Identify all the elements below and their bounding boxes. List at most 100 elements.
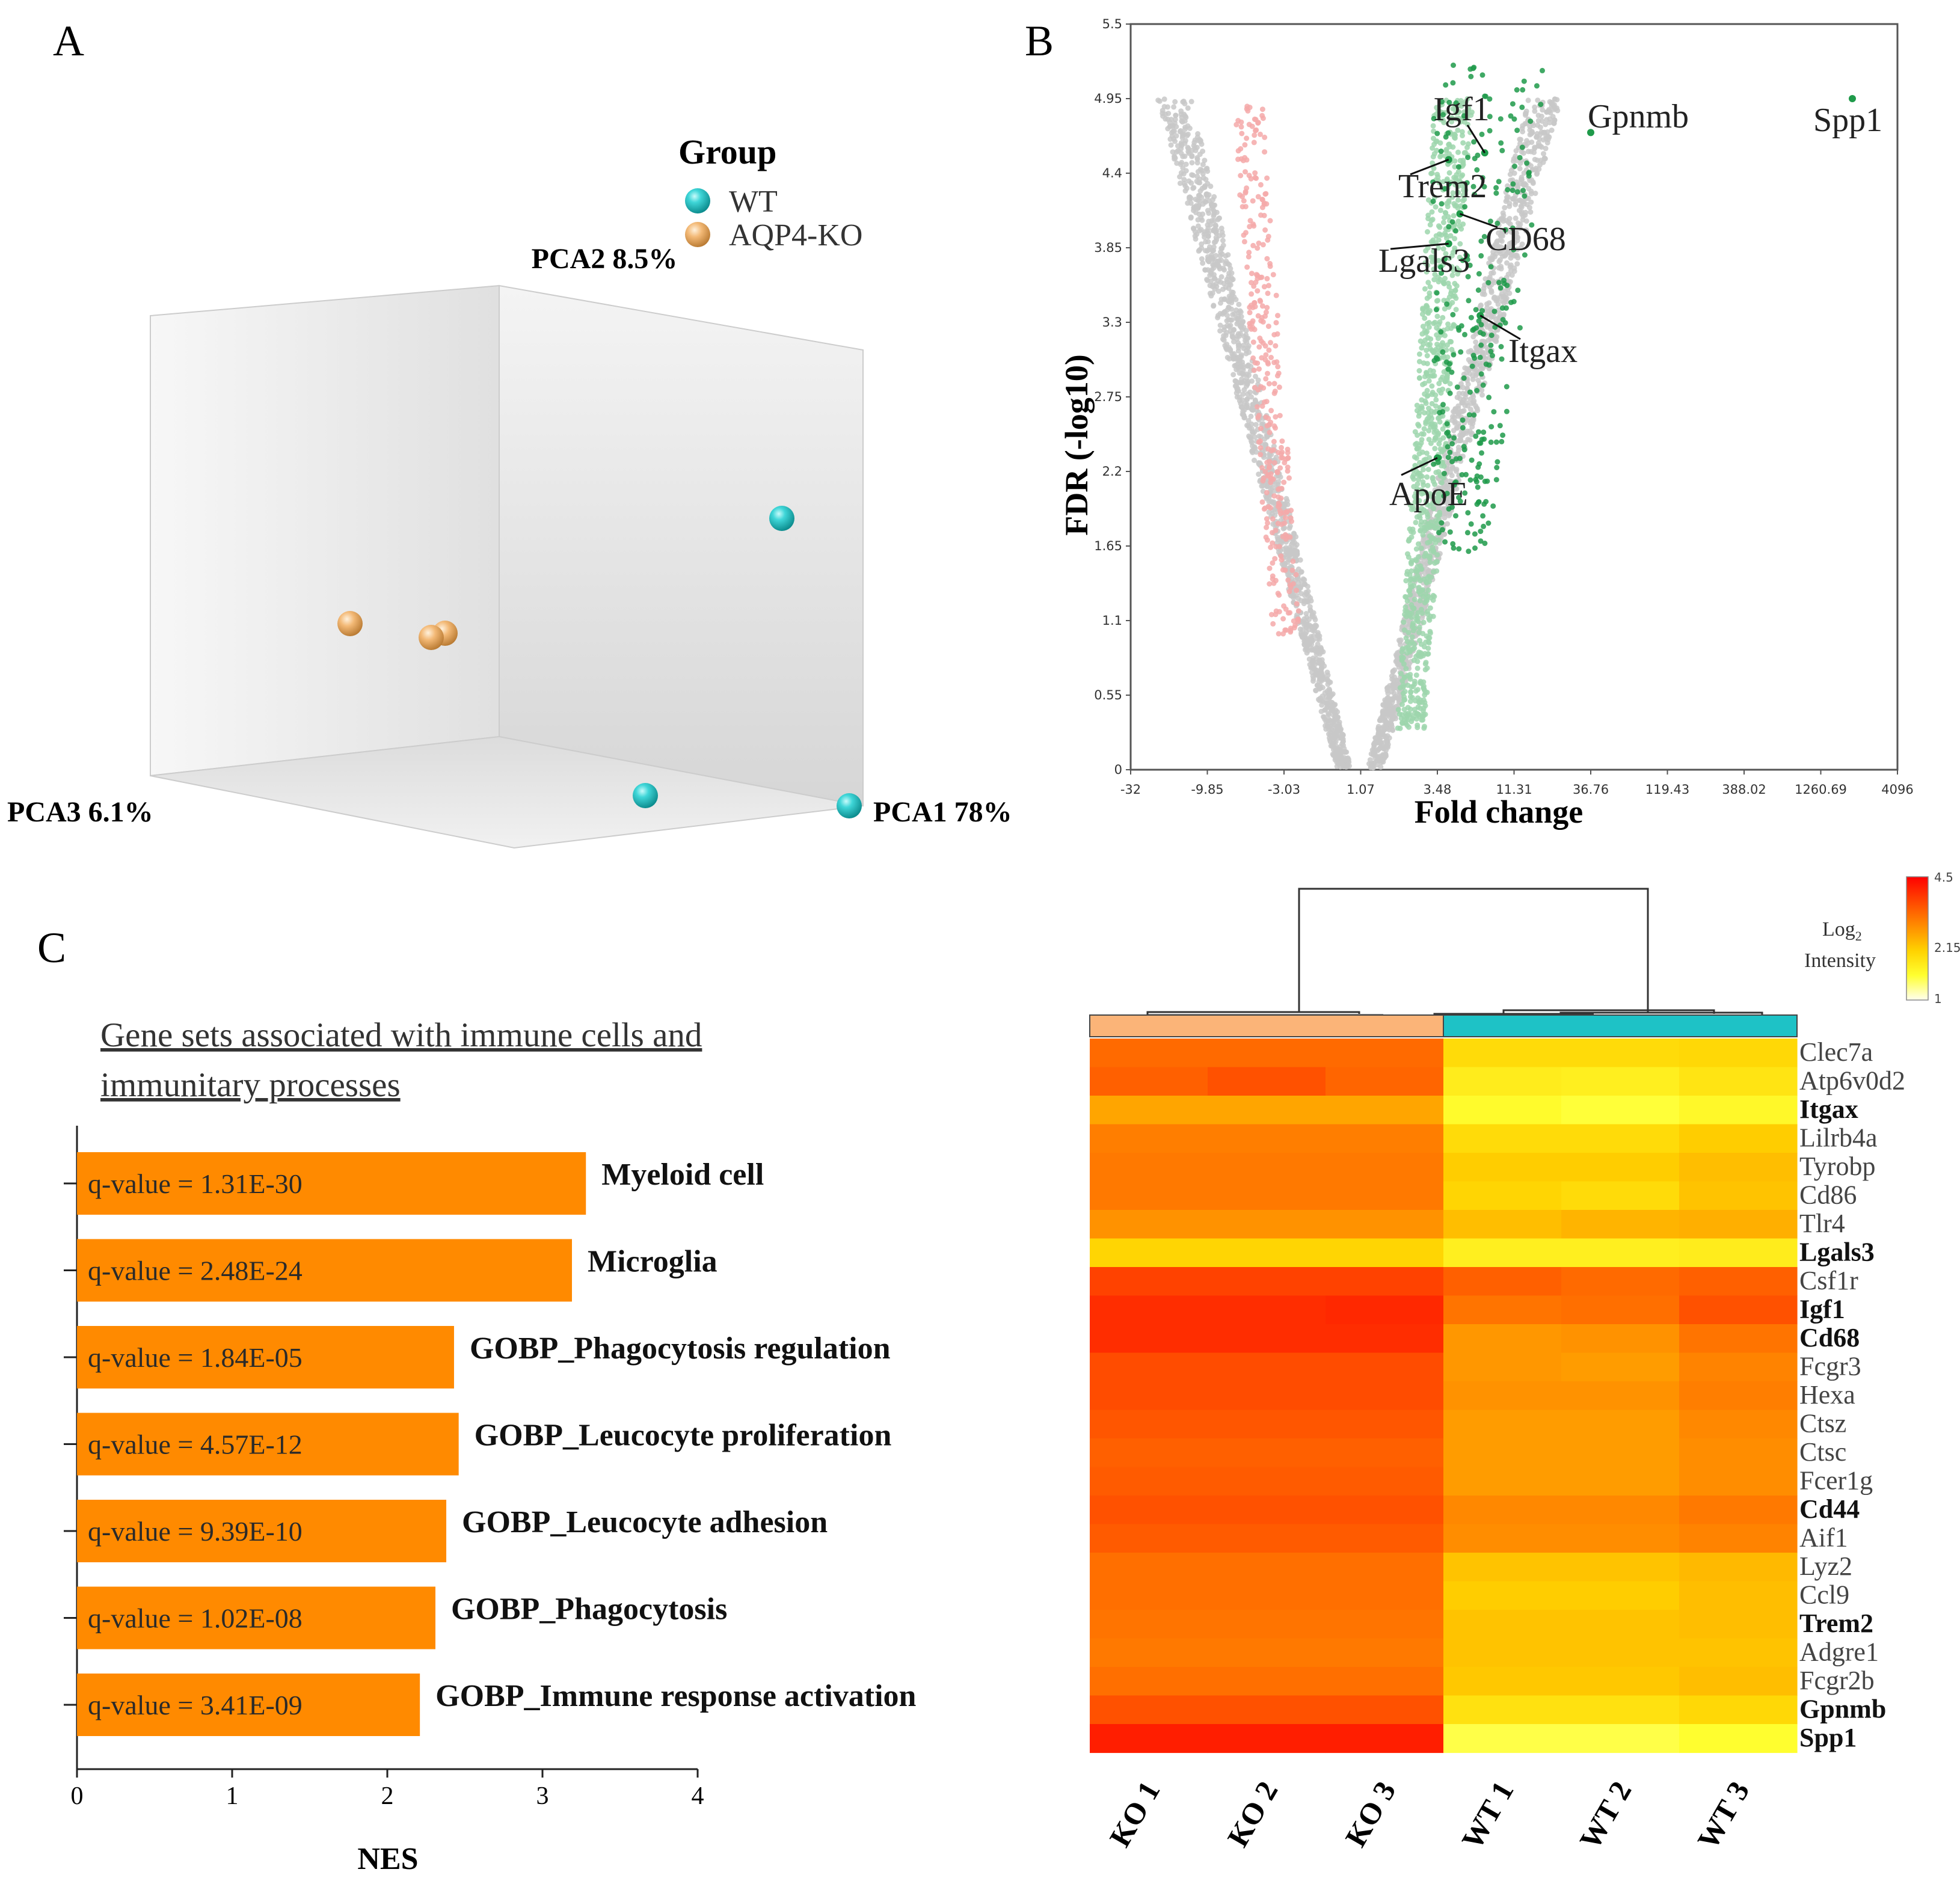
volcano-point	[1265, 370, 1270, 376]
volcano-point	[1221, 281, 1227, 286]
volcano-point	[1452, 158, 1458, 164]
volcano-point	[1450, 190, 1456, 196]
volcano-point	[1247, 304, 1253, 310]
volcano-point	[1446, 224, 1452, 230]
heatmap-row-label: Ctsz	[1799, 1409, 1846, 1438]
volcano-point	[1200, 260, 1206, 266]
volcano-point	[1416, 630, 1422, 636]
volcano-point	[1241, 239, 1247, 245]
volcano-point	[1371, 742, 1377, 748]
heatmap-column-label: WT 1	[1455, 1776, 1520, 1855]
volcano-point	[1408, 584, 1413, 590]
volcano-point	[1436, 257, 1442, 263]
volcano-point	[1449, 346, 1455, 352]
heatmap-cell	[1561, 1067, 1680, 1096]
volcano-point	[1424, 553, 1430, 559]
volcano-point	[1274, 359, 1280, 365]
heatmap-cell	[1679, 1324, 1798, 1354]
volcano-point	[1457, 241, 1463, 247]
volcano-point	[1253, 373, 1258, 379]
volcano-point	[1519, 241, 1525, 247]
volcano-point	[1213, 230, 1219, 236]
volcano-point	[1433, 403, 1439, 409]
heatmap-row-label: Itgax	[1799, 1094, 1858, 1124]
volcano-point	[1415, 432, 1421, 438]
volcano-point	[1309, 646, 1315, 651]
volcano-point	[1543, 146, 1549, 152]
volcano-point	[1414, 568, 1419, 574]
volcano-point	[1211, 265, 1217, 271]
volcano-point	[1255, 120, 1261, 126]
heatmap-cell	[1561, 1553, 1680, 1582]
volcano-point	[1435, 298, 1441, 304]
volcano-point	[1498, 140, 1504, 146]
volcano-point	[1416, 358, 1422, 364]
volcano-point	[1206, 244, 1212, 250]
volcano-point	[1488, 289, 1495, 295]
volcano-point	[1252, 170, 1258, 176]
pca-left-wall	[150, 284, 500, 777]
volcano-point	[1520, 123, 1526, 129]
volcano-point	[1249, 271, 1255, 277]
volcano-point	[1252, 385, 1258, 390]
volcano-point	[1388, 696, 1393, 702]
volcano-plot-area	[1129, 23, 1899, 771]
heatmap-cell	[1679, 1153, 1798, 1182]
volcano-point	[1249, 429, 1255, 435]
volcano-point	[1267, 429, 1273, 435]
volcano-point	[1526, 204, 1532, 210]
volcano-point	[1440, 179, 1446, 185]
volcano-point	[1413, 672, 1419, 678]
volcano-point	[1182, 188, 1188, 194]
volcano-point	[1298, 569, 1304, 575]
volcano-point	[1513, 234, 1519, 240]
heatmap-cell	[1208, 1181, 1326, 1210]
volcano-point	[1427, 222, 1433, 228]
volcano-point	[1425, 611, 1431, 617]
volcano-point	[1274, 331, 1280, 337]
volcano-point	[1398, 670, 1404, 677]
volcano-point	[1543, 136, 1549, 141]
volcano-point	[1477, 354, 1483, 360]
heatmap-cell	[1090, 1638, 1208, 1668]
volcano-point	[1204, 165, 1210, 171]
volcano-point	[1470, 376, 1476, 382]
heatmap-cell	[1090, 1124, 1208, 1153]
volcano-point	[1238, 173, 1244, 179]
volcano-point	[1402, 675, 1408, 681]
volcano-point	[1434, 313, 1440, 319]
volcano-point	[1273, 482, 1279, 488]
volcano-point	[1271, 381, 1277, 387]
volcano-point	[1178, 170, 1184, 176]
heatmap-cell	[1326, 1295, 1444, 1325]
volcano-point	[1423, 509, 1429, 515]
volcano-point	[1467, 66, 1473, 72]
volcano-point	[1261, 506, 1267, 512]
volcano-point	[1179, 143, 1185, 149]
volcano-point	[1540, 67, 1545, 73]
volcano-point	[1403, 666, 1409, 672]
volcano-point	[1451, 201, 1457, 207]
volcano-point	[1377, 740, 1383, 746]
volcano-point	[1276, 384, 1282, 390]
volcano-y-tick-label: 5.5	[1102, 17, 1122, 31]
volcano-point	[1424, 361, 1430, 367]
volcano-point	[1490, 278, 1496, 284]
volcano-point	[1416, 541, 1421, 547]
volcano-point	[1332, 731, 1338, 737]
volcano-point	[1452, 287, 1458, 293]
volcano-point	[1323, 723, 1329, 729]
volcano-point	[1421, 426, 1427, 432]
volcano-point	[1200, 211, 1206, 217]
volcano-point	[1537, 162, 1543, 168]
panel-label-c: C	[37, 924, 66, 972]
volcano-point	[1256, 413, 1262, 419]
volcano-point	[1429, 170, 1435, 176]
volcano-point	[1502, 227, 1508, 233]
volcano-point	[1255, 377, 1261, 383]
volcano-point	[1253, 280, 1259, 285]
volcano-point	[1433, 428, 1439, 434]
volcano-point	[1242, 155, 1248, 161]
volcano-point	[1243, 169, 1248, 175]
volcano-point	[1283, 627, 1289, 633]
